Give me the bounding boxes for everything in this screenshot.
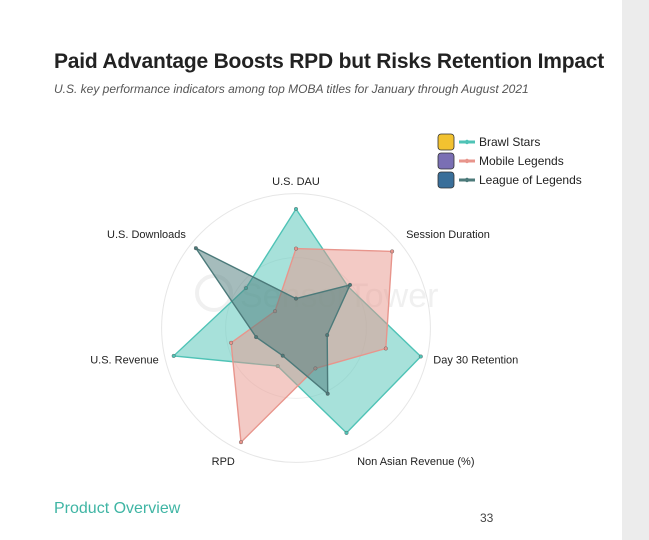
- legend-box: [432, 128, 582, 192]
- legend-item-league-of-legends: League of Legends: [437, 171, 582, 189]
- legend-item-brawl-stars: Brawl Stars: [437, 133, 540, 151]
- axis-label: U.S. Revenue: [90, 354, 158, 366]
- series-league-of-legends: [193, 246, 353, 396]
- axis-label: U.S. Downloads: [107, 229, 186, 241]
- data-point-mobile-legends: [238, 440, 243, 445]
- series-area-league-of-legends: [193, 246, 352, 396]
- data-point-league-of-legends: [193, 246, 198, 251]
- data-point-mobile-legends: [390, 249, 395, 254]
- axis-label: Session Duration: [406, 229, 490, 241]
- data-point-league-of-legends: [348, 282, 353, 287]
- page-subtitle: U.S. key performance indicators among to…: [54, 82, 529, 96]
- data-point-mobile-legends: [294, 246, 299, 251]
- axis-label: U.S. DAU: [272, 176, 320, 188]
- data-point-mobile-legends: [383, 346, 388, 351]
- page-number: 33: [480, 511, 494, 525]
- data-point-brawl-stars: [171, 353, 176, 358]
- axis-label: Day 30 Retention: [433, 354, 518, 366]
- axis-labels: U.S. DAU Session Duration Day 30 Retention…: [90, 176, 518, 468]
- legend-swatch-marker: [464, 158, 470, 164]
- right-sidebar: [622, 0, 649, 540]
- legend-label: Brawl Stars: [479, 135, 540, 149]
- data-point-league-of-legends: [254, 335, 259, 340]
- data-point-brawl-stars: [418, 354, 423, 359]
- legend-label: League of Legends: [479, 173, 582, 187]
- series-layer: [171, 206, 423, 445]
- league-of-legends-icon: [437, 171, 455, 189]
- grid-outer-circle: [161, 193, 431, 463]
- mobile-legends-icon: [437, 152, 455, 170]
- data-point-league-of-legends: [325, 333, 330, 338]
- legend-swatch-marker: [464, 177, 470, 183]
- page-title: Paid Advantage Boosts RPD but Risks Rete…: [54, 50, 605, 73]
- footer-section-title: Product Overview: [54, 500, 181, 517]
- data-point-league-of-legends: [294, 296, 299, 301]
- data-point-league-of-legends: [280, 353, 285, 358]
- data-point-brawl-stars: [294, 206, 299, 211]
- data-point-mobile-legends: [229, 340, 234, 345]
- axis-label: Non Asian Revenue (%): [357, 456, 474, 468]
- legend: Brawl Stars Mobile Legends League of Legen…: [432, 128, 582, 192]
- legend-item-mobile-legends: Mobile Legends: [437, 152, 564, 170]
- legend-label: Mobile Legends: [479, 154, 564, 168]
- legend-swatch-marker: [464, 139, 470, 145]
- axis-label: RPD: [212, 456, 235, 468]
- brawl-stars-icon: [437, 133, 455, 151]
- data-point-league-of-legends: [325, 391, 330, 396]
- data-point-brawl-stars: [344, 430, 349, 435]
